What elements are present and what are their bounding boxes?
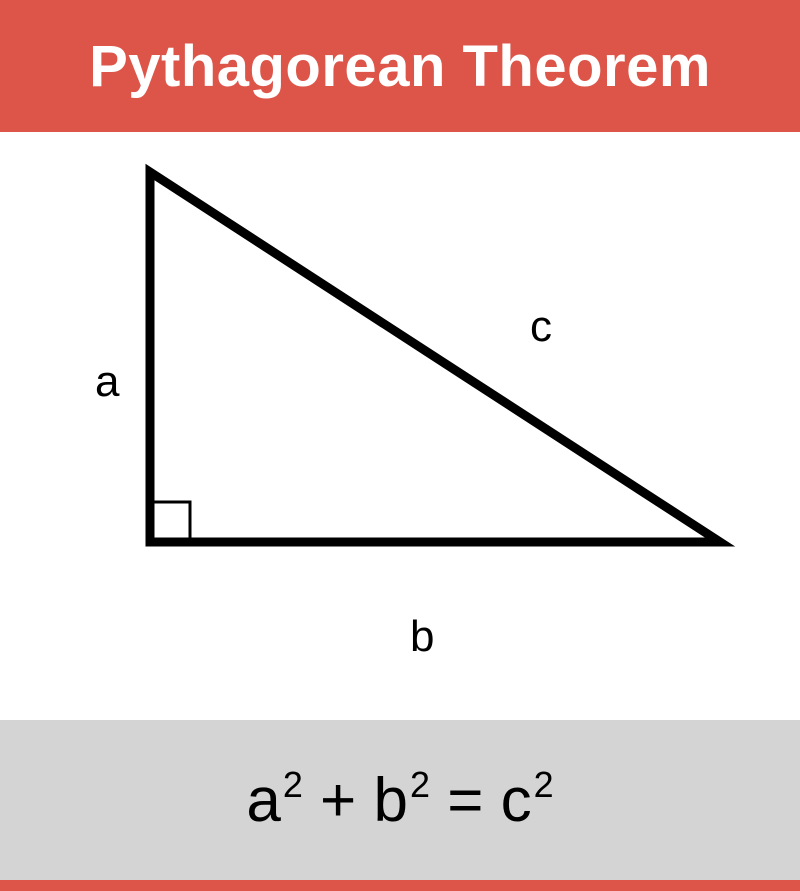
bottom-accent-bar xyxy=(0,880,800,891)
pythagorean-formula: a2 + b2 = c2 xyxy=(246,765,553,836)
header-bar: Pythagorean Theorem xyxy=(0,0,800,132)
exp-a: 2 xyxy=(283,764,303,805)
op-eq: = xyxy=(430,766,501,835)
right-angle-marker xyxy=(150,502,190,542)
page-title: Pythagorean Theorem xyxy=(89,33,711,100)
triangle-diagram: a c b xyxy=(0,132,800,720)
triangle-svg xyxy=(0,132,800,720)
formula-bar: a2 + b2 = c2 xyxy=(0,720,800,880)
side-label-c: c xyxy=(530,302,552,352)
right-triangle xyxy=(150,172,720,542)
exp-c: 2 xyxy=(534,764,554,805)
exp-b: 2 xyxy=(410,764,430,805)
side-label-b: b xyxy=(410,612,434,662)
op-plus: + xyxy=(303,766,374,835)
term-b: b xyxy=(374,766,408,835)
side-label-a: a xyxy=(95,357,119,407)
term-c: c xyxy=(501,766,532,835)
term-a: a xyxy=(246,766,280,835)
